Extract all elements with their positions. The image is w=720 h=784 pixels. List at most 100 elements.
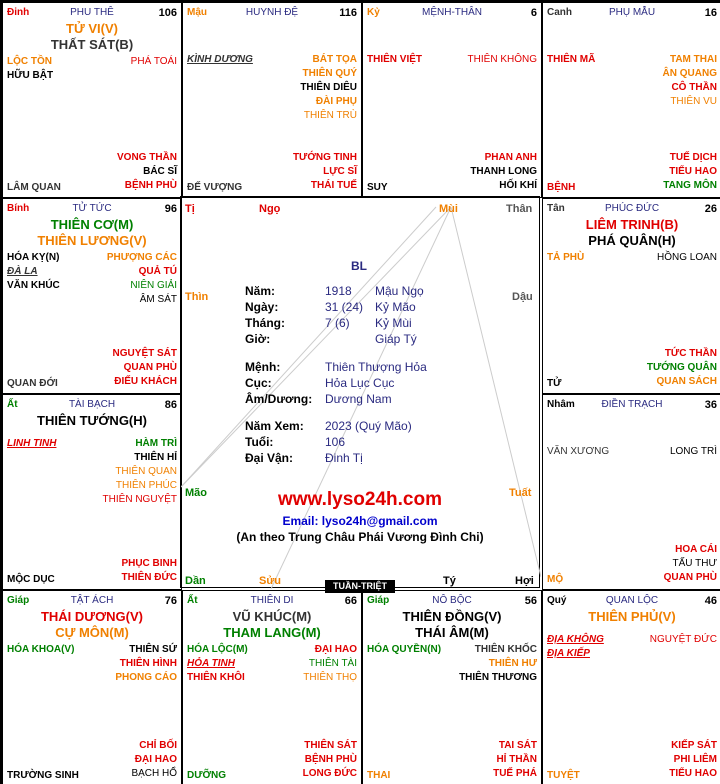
cycle-star: KIẾP SÁT <box>671 740 717 751</box>
center-info-panel: Tị Ngọ Mùi Thân Thìn Dậu Mão Tuất Dần Sử… <box>180 196 541 589</box>
cycle-star: HỐI KHÍ <box>499 180 537 191</box>
right-stars: HỒNG LOAN <box>627 251 717 265</box>
palace-hoi[interactable]: Quý QUAN LỘC 46 THIÊN PHỦ(V) ĐỊA KHÔNG ĐỊA KI… <box>542 590 720 784</box>
palace-name: PHÚC ĐỨC <box>604 203 660 214</box>
palace-header: Bính TỬ TỨC 96 <box>7 203 177 217</box>
cycle-star: ĐIẾU KHÁCH <box>114 376 177 387</box>
left-stars: HÓA KỴ(N) ĐÀ LA VĂN KHÚC <box>7 251 87 293</box>
minor-star: LONG TRÌ <box>669 446 717 457</box>
main-star: THIÊN PHỦ(V) <box>588 609 676 624</box>
palace-ty[interactable]: Đinh PHU THÊ 106 TỬ VI(V) THẤT SÁT(B) LỘC TỒN… <box>2 2 182 198</box>
branch-mui: Mùi <box>439 203 458 215</box>
info-label: Tuổi: <box>245 435 274 449</box>
main-star: PHÁ QUÂN(H) <box>588 233 676 248</box>
heavenly-stem: Kỷ <box>367 7 380 18</box>
website-link[interactable]: www.lyso24h.com <box>277 489 442 510</box>
minor-star: THIÊN MÃ <box>547 54 596 65</box>
minor-star: ĐỊA KIẾP <box>547 648 590 659</box>
cycle-star: VONG THẦN <box>117 152 177 163</box>
minor-star: NGUYỆT ĐỨC <box>649 634 717 645</box>
cycle-stars: PHAN ANH THANH LONG HỐI KHÍ <box>470 151 537 193</box>
left-stars: VĂN XƯƠNG <box>547 445 627 459</box>
life-stage: LÂM QUAN <box>7 182 61 193</box>
info-value: 1918 <box>325 284 352 298</box>
palace-mao[interactable]: Ất TÀI BẠCH 86 THIÊN TƯỚNG(H) LINH TINH HÀM T… <box>2 394 182 590</box>
info-value: 7 (6) <box>325 316 350 330</box>
left-stars: ĐỊA KHÔNG ĐỊA KIẾP <box>547 633 627 661</box>
branch-mao: Mão <box>185 487 207 499</box>
branch-than: Thân <box>506 203 533 215</box>
minor-star: KÌNH DƯƠNG <box>187 54 253 65</box>
life-stage: ĐẾ VƯỢNG <box>187 182 243 193</box>
palace-mui[interactable]: Kỷ MỆNH-THÂN 6 THIÊN VIỆT THIÊN KHÔNG PHAN AN… <box>362 2 542 198</box>
major-cycle-age: 66 <box>344 595 357 607</box>
cycle-star: TIỂU HAO <box>669 768 717 779</box>
palace-header: Ất THIÊN DI 66 <box>187 595 357 609</box>
palace-dan[interactable]: Giáp TẬT ÁCH 76 THÁI DƯƠNG(V) CỰ MÔN(M) HÓA K… <box>2 590 182 784</box>
cycle-star: PHAN ANH <box>484 152 537 163</box>
right-stars: TAM THAI ÂN QUANG CÔ THẦN THIÊN VU <box>627 53 717 109</box>
minor-star: HỮU BẬT <box>7 70 54 81</box>
cycle-star: BẠCH HỔ <box>131 768 177 779</box>
left-stars: HÓA KHOA(V) <box>7 643 87 657</box>
palace-suu[interactable]: Ất THIÊN DI 66 VŨ KHÚC(M) THAM LANG(M) HÓA LỘ… <box>182 590 362 784</box>
palace-tuat[interactable]: Nhâm ĐIỀN TRẠCH 36 VĂN XƯƠNG LONG TRÌ HOA CÁI… <box>542 394 720 590</box>
palace-thin[interactable]: Bính TỬ TỨC 96 THIÊN CƠ(M) THIÊN LƯƠNG(V) HÓA… <box>2 198 182 394</box>
palace-dau[interactable]: Tân PHÚC ĐỨC 26 LIÊM TRINH(B) PHÁ QUÂN(H) TẢ … <box>542 198 720 394</box>
info-row: Năm: 1918 Mậu Ngọ <box>245 284 424 298</box>
tam-hop-lines <box>181 206 541 589</box>
info-row: Năm Xem: 2023 (Quý Mão) <box>245 419 412 433</box>
minor-star: HÀM TRÌ <box>135 438 177 449</box>
cycle-star: HỈ THẦN <box>496 754 537 765</box>
cycle-star: TỨC THẦN <box>664 348 717 359</box>
minor-star: HÓA QUYỀN(N) <box>367 644 442 655</box>
cycle-star: PHI LIÊM <box>673 754 717 765</box>
info-row: Đại Vận: Đinh Tị <box>245 451 363 465</box>
minor-star: THIÊN QUÝ <box>302 68 357 79</box>
info-row: Tuổi: 106 <box>245 435 345 449</box>
heavenly-stem: Giáp <box>7 595 30 606</box>
palace-header: Ất TÀI BẠCH 86 <box>7 399 177 413</box>
life-stage: BỆNH <box>547 182 576 193</box>
minor-star: THIÊN THỌ <box>303 672 357 683</box>
palace-header: Quý QUAN LỘC 46 <box>547 595 717 609</box>
info-row: Ngày: 31 (24) Kỷ Mão <box>245 300 416 314</box>
minor-star: TAM THAI <box>669 54 717 65</box>
email-link[interactable]: Email: lyso24h@gmail.com <box>282 514 438 528</box>
cycle-stars: NGUYỆT SÁT QUAN PHÙ ĐIẾU KHÁCH <box>113 347 177 389</box>
palace-name: PHU THÊ <box>70 7 114 18</box>
minor-star: HÓA LỘC(M) <box>187 644 248 655</box>
minor-star: HỎA TINH <box>187 658 235 669</box>
main-star: THIÊN TƯỚNG(H) <box>37 413 147 428</box>
minor-star: THIÊN DIÊU <box>300 82 357 93</box>
info-row: Giờ: Giáp Tý <box>245 332 417 346</box>
cycle-star: BỆNH PHÙ <box>124 180 177 191</box>
main-star: THIÊN LƯƠNG(V) <box>37 233 147 248</box>
branch-ty: Tý <box>443 575 456 587</box>
main-star: CỰ MÔN(M) <box>55 625 129 640</box>
cycle-star: BỆNH PHÙ <box>304 754 357 765</box>
cycle-star: THANH LONG <box>470 166 537 177</box>
branch-suu: Sửu <box>259 575 282 587</box>
info-value: Dương Nam <box>325 392 392 406</box>
heavenly-stem: Ất <box>7 399 18 410</box>
palace-than[interactable]: Canh PHỤ MẪU 16 THIÊN MÃ TAM THAI ÂN QUANG CÔ … <box>542 2 720 198</box>
cycle-star: QUAN SÁCH <box>656 376 717 387</box>
major-cycle-age: 46 <box>704 595 717 607</box>
info-label: Tháng: <box>245 316 285 330</box>
minor-star: THIÊN VU <box>670 96 717 107</box>
life-stage: MỘC DỤC <box>7 574 55 585</box>
minor-star: THIÊN KHỐC <box>474 644 537 655</box>
left-stars: LỘC TỒN HỮU BẬT <box>7 55 87 83</box>
minor-star: THIÊN KHÔNG <box>467 54 537 65</box>
left-stars: THIÊN VIỆT <box>367 53 447 67</box>
minor-star: ĐÀ LA <box>7 266 38 277</box>
minor-star: ÂN QUANG <box>662 68 717 79</box>
palace-name: ĐIỀN TRẠCH <box>601 399 663 410</box>
cycle-star: TUẾ PHÁ <box>493 768 537 779</box>
cycle-stars: VONG THẦN BÁC SĨ BỆNH PHÙ <box>117 151 177 193</box>
major-cycle-age: 16 <box>704 7 717 19</box>
palace-ngo[interactable]: Mậu HUYNH ĐỆ 116 KÌNH DƯƠNG BÁT TỌA THIÊN QUÝ… <box>182 2 362 198</box>
palace-ty2[interactable]: Giáp NÔ BỘC 56 THIÊN ĐỒNG(V) THÁI ÂM(M) HÓA Q… <box>362 590 542 784</box>
